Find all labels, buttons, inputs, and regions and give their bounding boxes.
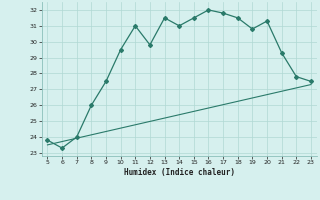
X-axis label: Humidex (Indice chaleur): Humidex (Indice chaleur) xyxy=(124,168,235,177)
